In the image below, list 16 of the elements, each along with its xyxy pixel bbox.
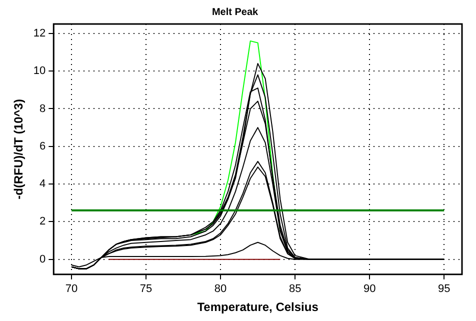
x-tick-label: 80 (214, 283, 227, 296)
x-tick-label: 70 (65, 283, 78, 296)
y-tick-label: 8 (40, 102, 46, 115)
y-tick-label: 6 (40, 140, 46, 152)
y-tick-label: 4 (40, 178, 46, 190)
y-tick-label: 12 (33, 27, 46, 40)
y-tick-label: 2 (40, 216, 46, 228)
x-tick-label: 75 (140, 283, 152, 296)
y-tick-label: 0 (40, 253, 46, 266)
x-tick-label: 85 (288, 283, 302, 296)
x-tick-label: 95 (438, 283, 450, 296)
y-axis-title: -d(RFU)/dT (10^3) (12, 99, 26, 200)
x-tick-label: 90 (363, 283, 376, 296)
chart-title: Melt Peak (212, 6, 258, 18)
x-axis-title: Temperature, Celsius (197, 300, 319, 314)
y-tick-label: 10 (33, 65, 46, 78)
